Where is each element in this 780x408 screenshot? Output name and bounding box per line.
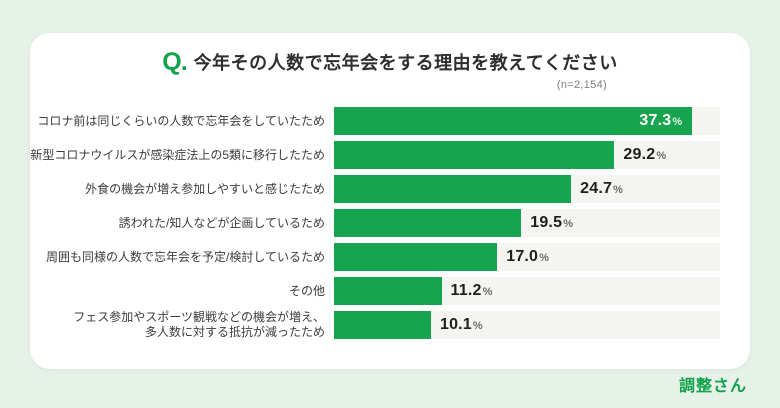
bar-track: 10.1% — [334, 311, 720, 339]
question-header: Q. 今年その人数で忘年会をする理由を教えてください — [30, 49, 750, 75]
question-title: 今年その人数で忘年会をする理由を教えてください — [193, 53, 618, 73]
bar-value-percent-sign: % — [539, 252, 549, 264]
category-label: 外食の機会が増え参加しやすいと感じたため — [85, 181, 325, 196]
bar-value-number: 10.1 — [439, 316, 472, 333]
chart-row: 周囲も同様の人数で忘年会を予定/検討しているため 17.0% — [30, 243, 720, 271]
bar-value: 11.2% — [451, 283, 493, 299]
category-label: 新型コロナウイルスが感染症法上の5類に移行したため — [30, 147, 325, 162]
bar-track: 19.5% — [334, 209, 720, 237]
bar — [334, 311, 431, 339]
chart-row: 外食の機会が増え参加しやすいと感じたため 24.7% — [30, 175, 720, 203]
bar-track: 24.7% — [334, 175, 720, 203]
bar — [334, 243, 498, 271]
category-label: 周囲も同様の人数で忘年会を予定/検討しているため — [46, 249, 325, 264]
bar — [334, 141, 615, 169]
bar-value-percent-sign: % — [563, 218, 573, 230]
bar-value-number: 19.5 — [530, 214, 563, 231]
bar-track: 17.0% — [334, 243, 720, 271]
bar-track: 29.2% — [334, 141, 720, 169]
bar — [334, 277, 442, 305]
bar-value-number: 17.0 — [506, 248, 539, 265]
chart-row: その他 11.2% — [30, 277, 720, 305]
bar-value-number: 37.3 — [639, 112, 672, 129]
bar-track: 37.3% — [334, 107, 720, 135]
bar-track: 11.2% — [334, 277, 720, 305]
bar-value: 19.5% — [530, 215, 573, 231]
category-label: フェス参加やスポーツ観戦などの機会が増え、 多人数に対する抵抗が減ったため — [73, 310, 325, 339]
bar-value-number: 11.2 — [450, 282, 482, 299]
bar-value-percent-sign: % — [672, 116, 683, 128]
chart-row: 新型コロナウイルスが感染症法上の5類に移行したため 29.2% — [30, 141, 720, 169]
question-mark-icon: Q. — [162, 47, 187, 76]
bar-value: 24.7% — [580, 181, 623, 197]
bar-value-percent-sign: % — [482, 286, 493, 298]
category-label: コロナ前は同じくらいの人数で忘年会をしていたため — [37, 113, 325, 128]
bar-chart: コロナ前は同じくらいの人数で忘年会をしていたため 37.3% 新型コロナウイルス… — [30, 107, 720, 345]
bar-value-percent-sign: % — [613, 184, 623, 196]
bar-value: 29.2% — [623, 147, 666, 163]
bar: 37.3% — [334, 107, 693, 135]
survey-card: Q. 今年その人数で忘年会をする理由を教えてください (n=2,154) コロナ… — [30, 33, 750, 369]
bar-value: 37.3% — [639, 113, 692, 129]
bar-value-percent-sign: % — [472, 320, 483, 332]
chart-row: フェス参加やスポーツ観戦などの機会が増え、 多人数に対する抵抗が減ったため 10… — [30, 310, 720, 339]
brand-logo: 調整さん — [678, 378, 747, 395]
chart-row: コロナ前は同じくらいの人数で忘年会をしていたため 37.3% — [30, 107, 720, 135]
chart-row: 誘われた/知人などが企画しているため 19.5% — [30, 209, 720, 237]
bar-value-number: 24.7 — [580, 180, 613, 197]
bar-value: 10.1% — [440, 317, 483, 333]
bar — [334, 175, 572, 203]
sample-size-note: (n=2,154) — [556, 79, 607, 91]
bar-value-percent-sign: % — [656, 150, 667, 162]
bar-value-number: 29.2 — [623, 146, 656, 163]
bar — [334, 209, 522, 237]
category-label: その他 — [288, 283, 325, 298]
bar-value: 17.0% — [506, 249, 549, 265]
category-label: 誘われた/知人などが企画しているため — [118, 215, 325, 230]
